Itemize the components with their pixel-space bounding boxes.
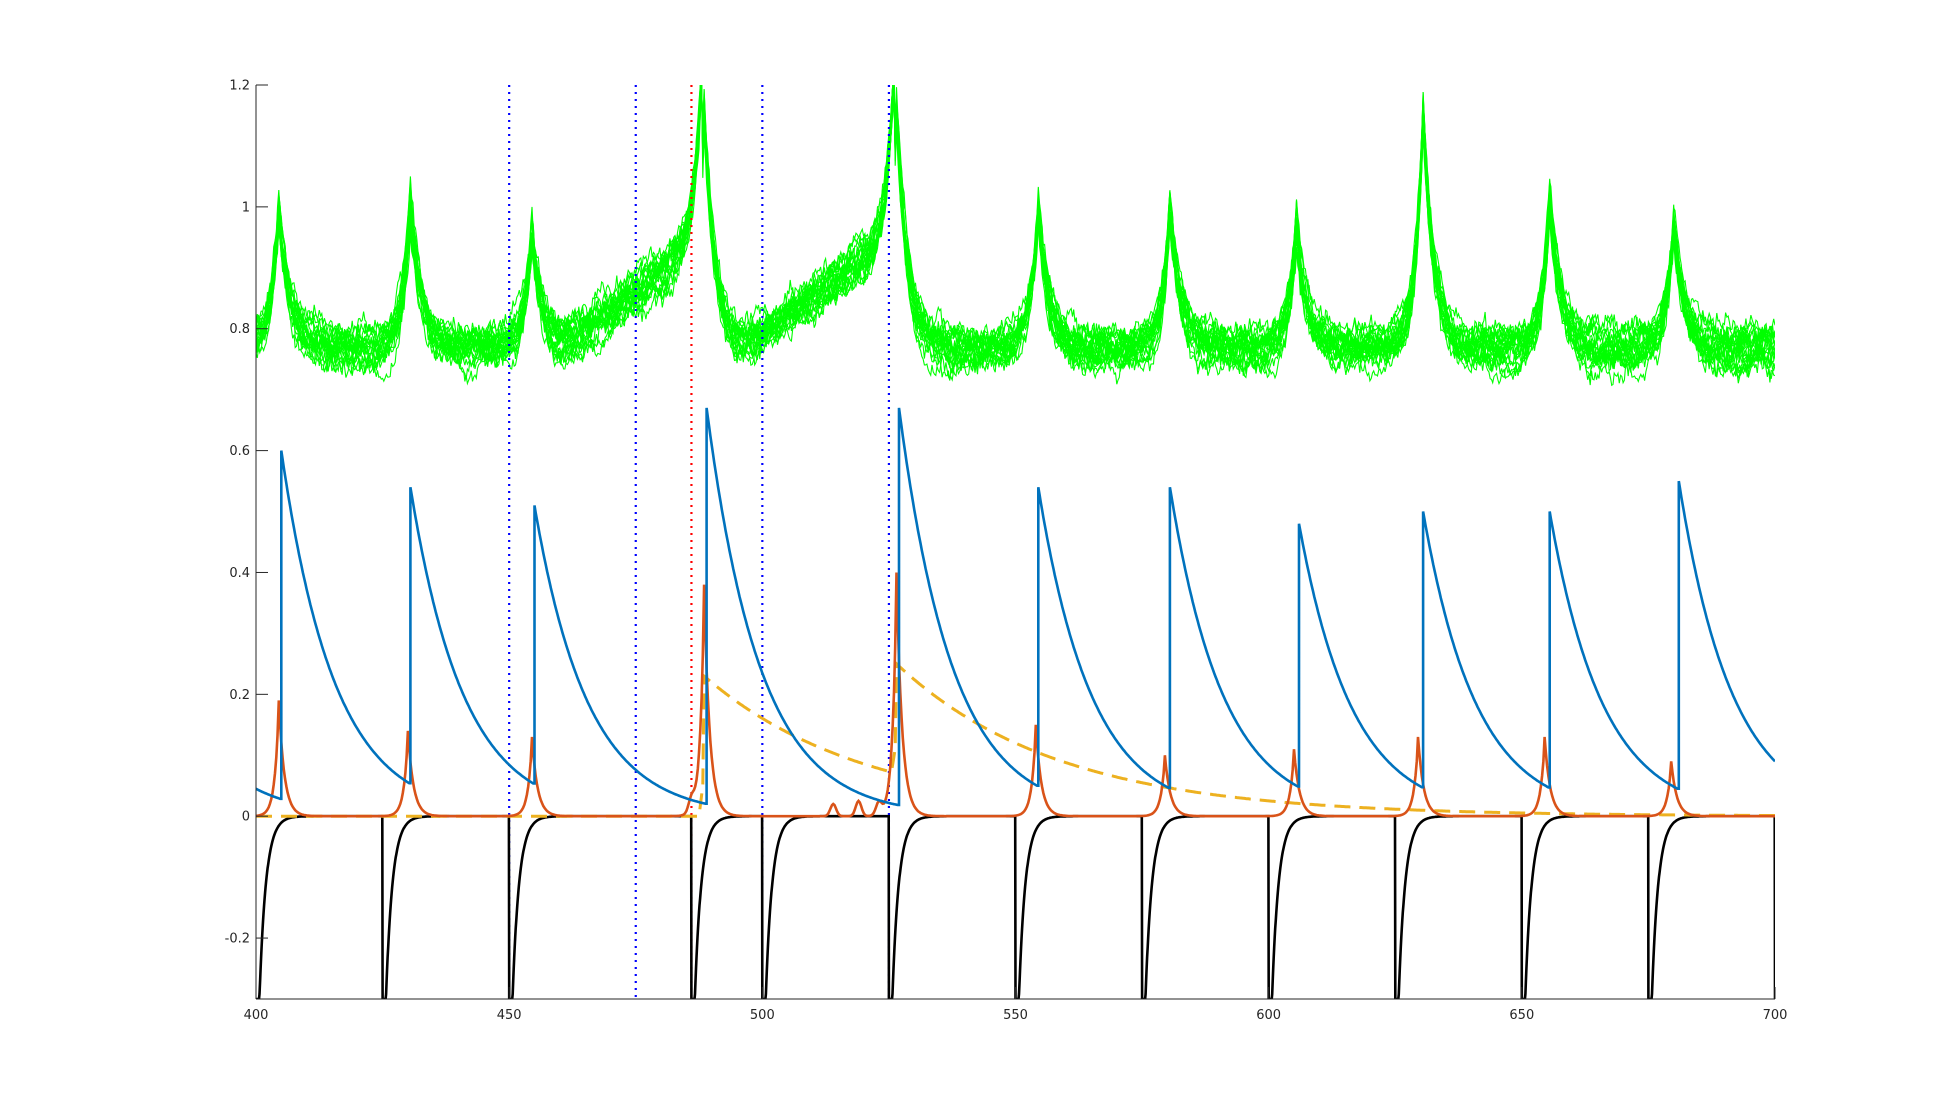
green-trace (256, 85, 1775, 386)
y-tick-label: 1.2 (229, 79, 250, 94)
x-tick-label: 550 (1003, 1008, 1028, 1023)
axes: 400 450 500 550 600 650 700 -0.2 0 0.2 0.4 0.6 0.8 1 1… (225, 79, 1788, 1024)
x-tick-label: 400 (244, 1008, 269, 1023)
y-tick-label: 0.8 (229, 322, 250, 337)
x-tick-label: 500 (750, 1008, 775, 1023)
orange-series (256, 572, 1775, 818)
blue-series (256, 407, 1775, 807)
green-traces (256, 85, 1775, 387)
y-tick-label: 0 (242, 810, 250, 825)
green-trace (256, 85, 1775, 363)
y-tick-label: 0.4 (229, 566, 250, 581)
x-tick-label: 600 (1256, 1008, 1281, 1023)
black-series (256, 814, 1775, 999)
yellow-series (256, 660, 1775, 818)
series-lines (256, 407, 1775, 999)
y-tick-label: 1 (242, 200, 250, 215)
vertical-markers (508, 85, 891, 999)
x-tick-label: 650 (1509, 1008, 1534, 1023)
y-tick-label: 0.2 (229, 688, 250, 703)
y-tick-label: -0.2 (225, 932, 250, 947)
x-tick-label: 450 (497, 1008, 522, 1023)
x-tick-label: 700 (1763, 1008, 1788, 1023)
y-tick-label: 0.6 (229, 444, 250, 459)
